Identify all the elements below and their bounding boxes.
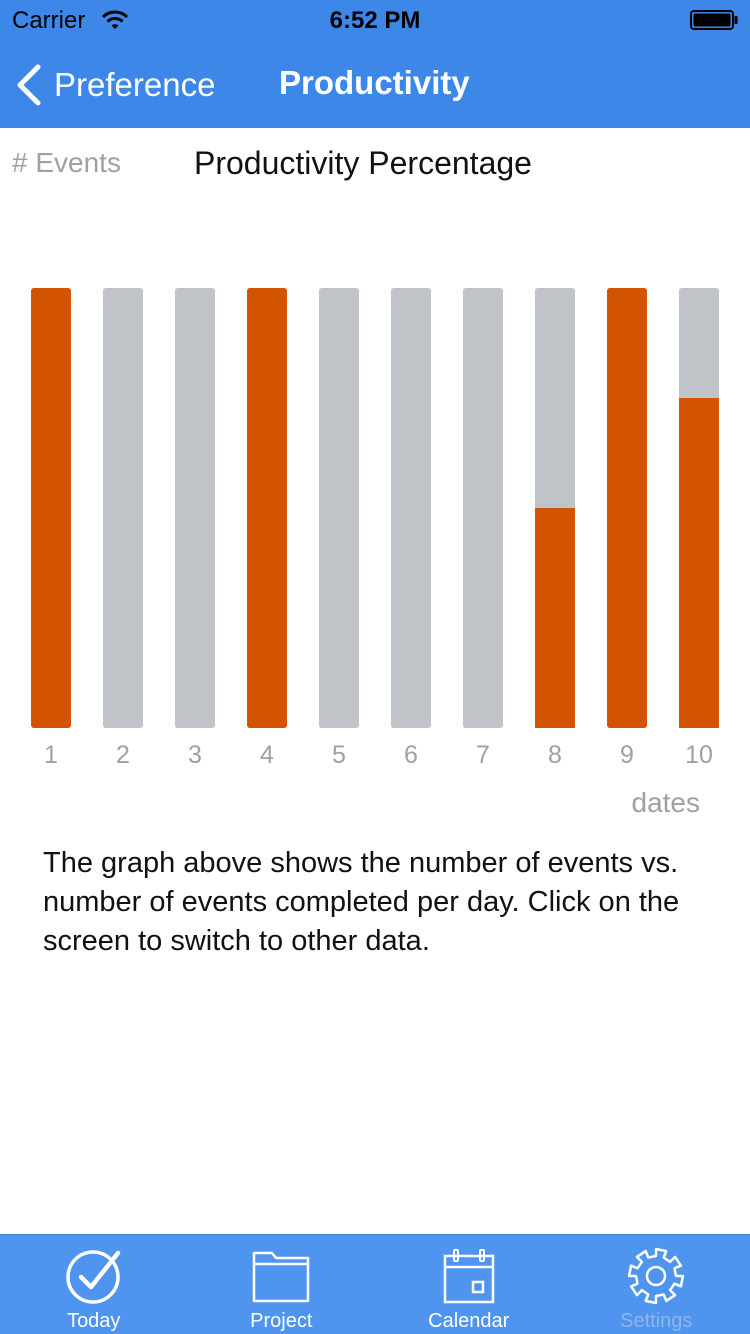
bar-total-7: [463, 288, 503, 728]
bar-total-2: [103, 288, 143, 728]
bar-completed-8: [535, 508, 575, 728]
chart-title: Productivity Percentage: [194, 145, 532, 181]
gear-icon: [628, 1247, 685, 1305]
x-tick-label: 10: [685, 741, 713, 769]
back-button-label: Preference: [54, 66, 216, 103]
tab-settings[interactable]: Settings: [563, 1235, 750, 1334]
wifi-icon: [101, 10, 129, 29]
bar-total-6: [391, 288, 431, 728]
tab-bar: Today Project Calendar Settings: [0, 1234, 750, 1334]
x-axis-label: dates: [631, 787, 701, 818]
x-tick-label: 3: [188, 741, 202, 769]
tab-settings-label: Settings: [620, 1310, 693, 1332]
x-tick-label: 6: [404, 741, 418, 769]
navigation-header: Carrier 6:52 PM Preference Productivity: [0, 0, 750, 128]
tab-today-label: Today: [67, 1310, 121, 1332]
chevron-left-icon: [17, 64, 41, 106]
tab-today[interactable]: Today: [0, 1235, 188, 1334]
checkmark-circle-icon: [66, 1250, 120, 1304]
tab-calendar-label: Calendar: [428, 1310, 510, 1332]
bar-total-5: [319, 288, 359, 728]
y-axis-label: # Events: [12, 147, 121, 178]
bar-total-3: [175, 288, 215, 728]
x-tick-label: 4: [260, 741, 274, 769]
tab-calendar[interactable]: Calendar: [375, 1235, 563, 1334]
bar-completed-10: [679, 398, 719, 728]
folder-icon: [253, 1251, 310, 1303]
bar-completed-4: [247, 288, 287, 728]
battery-icon: [690, 10, 738, 30]
chart-description: The graph above shows the number of even…: [43, 847, 680, 957]
x-tick-label: 7: [476, 741, 490, 769]
status-time: 6:52 PM: [329, 7, 421, 34]
bar-chart[interactable]: 1 2 3 4 5 6 7 8 9 10: [0, 270, 750, 780]
x-tick-label: 9: [620, 741, 634, 769]
carrier-label: Carrier: [12, 7, 86, 34]
bar-completed-9: [607, 288, 647, 728]
x-tick-label: 5: [332, 741, 346, 769]
x-tick-label: 2: [116, 741, 130, 769]
back-button[interactable]: Preference: [14, 62, 215, 108]
calendar-icon: [443, 1249, 494, 1304]
x-tick-label: 1: [44, 741, 58, 769]
bar-completed-1: [31, 288, 71, 728]
tab-project[interactable]: Project: [188, 1235, 376, 1334]
status-bar: Carrier 6:52 PM: [0, 0, 750, 40]
page-title: Productivity: [279, 64, 470, 101]
x-tick-label: 8: [548, 741, 562, 769]
tab-project-label: Project: [250, 1310, 313, 1332]
